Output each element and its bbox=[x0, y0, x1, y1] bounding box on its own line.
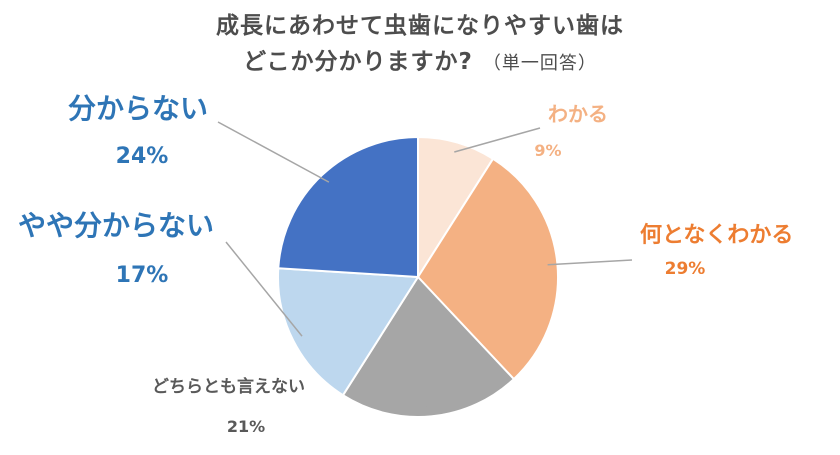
slice-label-2: 何となくわかる bbox=[640, 222, 793, 248]
pie-slice-1 bbox=[417, 135, 495, 281]
slice-value-1: 9% bbox=[534, 141, 561, 160]
leader-line-3 bbox=[349, 387, 431, 408]
chart-title-note: （単一回答） bbox=[482, 53, 597, 74]
leader-line-4 bbox=[225, 241, 303, 337]
chart-title-line1: 成長にあわせて虫歯になりやすい歯は bbox=[216, 13, 624, 39]
leader-line-1 bbox=[454, 127, 541, 153]
leader-line-2 bbox=[547, 259, 633, 266]
slice-value-4: 17% bbox=[116, 263, 169, 288]
slice-label-5: 分からない bbox=[68, 92, 208, 125]
slice-value-3: 21% bbox=[227, 417, 265, 436]
pie-slice-5 bbox=[277, 135, 419, 279]
pie-slice-4 bbox=[277, 267, 420, 397]
slice-label-3: どちらとも言えない bbox=[152, 376, 305, 397]
slice-value-2: 29% bbox=[665, 259, 706, 279]
slice-label-4: やや分からない bbox=[18, 209, 214, 242]
chart-title-question: どこか分かりますか? bbox=[243, 49, 473, 75]
slice-value-5: 24% bbox=[116, 144, 169, 169]
leader-line-5 bbox=[217, 121, 330, 183]
chart-title-line2: どこか分かりますか? （単一回答） bbox=[0, 42, 840, 76]
slice-label-1: わかる bbox=[548, 102, 608, 126]
pie-slice-3 bbox=[341, 275, 516, 418]
